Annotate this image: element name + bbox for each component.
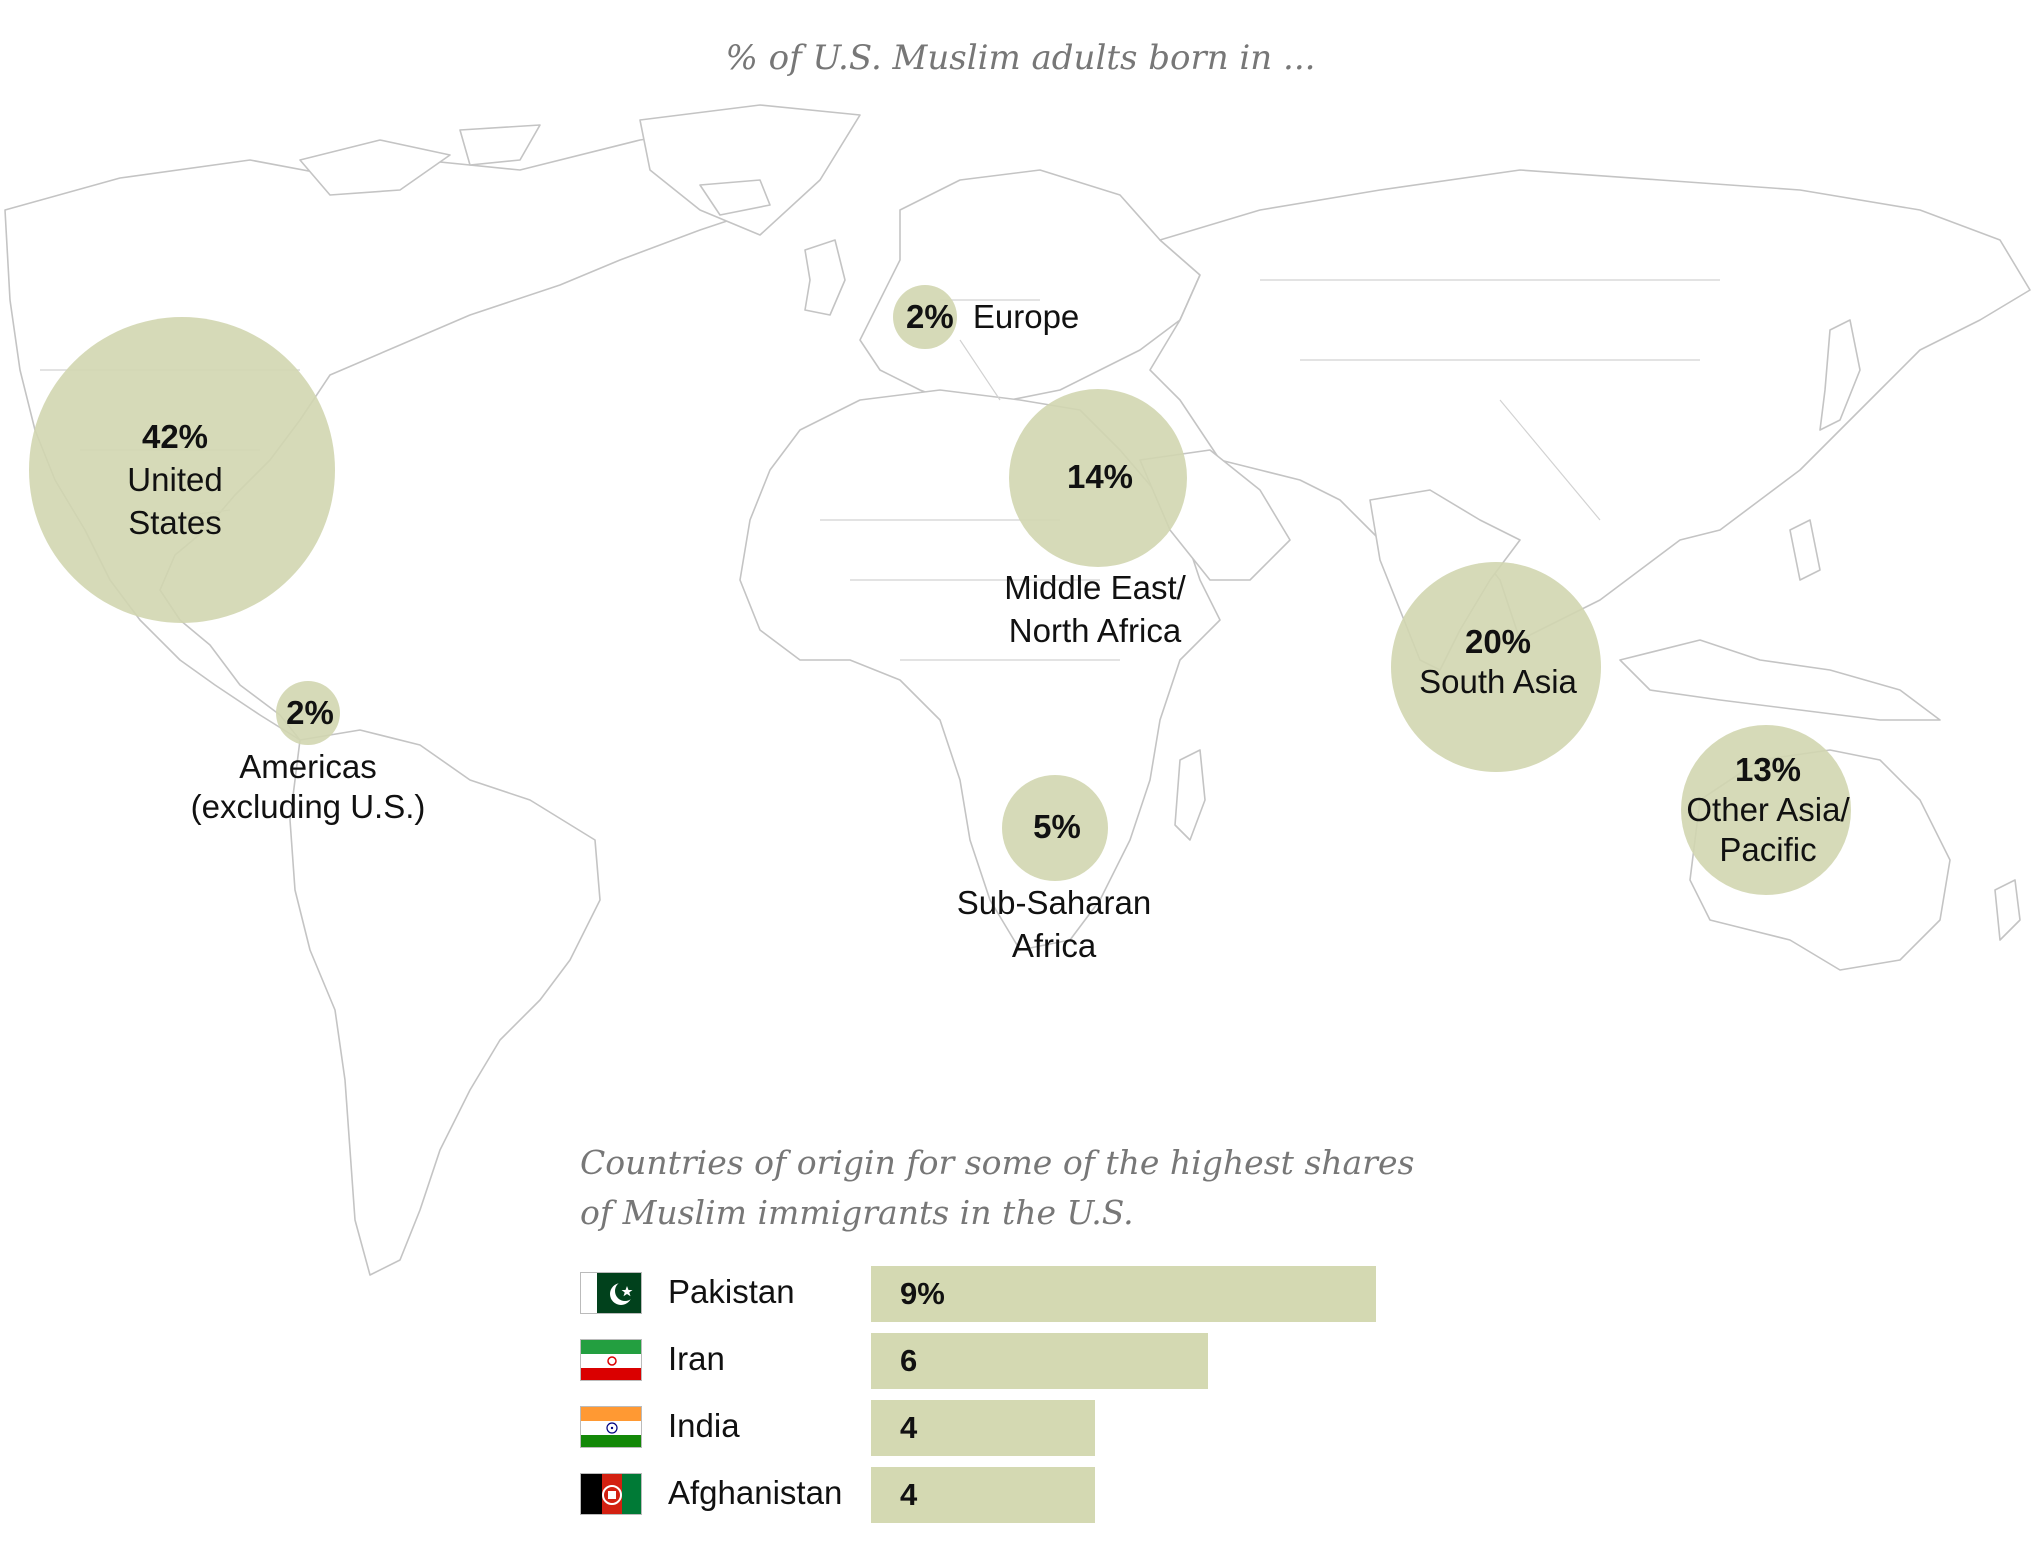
arctic-islands [299,124,541,196]
country-name-india: India [668,1407,740,1444]
iceland-outline [699,179,771,216]
region-name: North Africa [1008,612,1182,649]
region-name: States [128,504,222,541]
pakistan-flag-icon [580,1272,642,1314]
asia-outline [1149,169,2031,641]
region-name: Europe [972,298,1080,335]
iran-flag-icon [580,1339,642,1381]
label-europe: 2% Europe [906,295,1079,338]
value-south-asia: 20% [1464,623,1532,660]
value-sub-saharan-africa: 5% [1033,808,1081,845]
region-name: Sub-Saharan [956,884,1152,921]
region-name: (excluding U.S.) [190,788,426,825]
europe-outline [859,169,1201,406]
bar-afghanistan [871,1467,1095,1523]
new-zealand-outline [1994,879,2021,941]
region-name: United [127,461,223,498]
subtitle-line: of Muslim immigrants in the U.S. [580,1193,1134,1232]
bar-value-pakistan: 9% [900,1276,945,1311]
region-name: Middle East/ [1004,569,1186,606]
bubble-middle-east-north-africa [1009,389,1187,567]
label-south-asia: 20% South Asia [1419,622,1577,702]
afghanistan-flag-icon [580,1473,642,1515]
bar-value-india: 4 [900,1410,918,1445]
bar-india [871,1400,1095,1456]
value-americas: 2% [286,694,334,731]
uk-outline [804,239,846,316]
region-name: Pacific [1719,831,1817,868]
region-name: Africa [1011,927,1097,964]
label-americas-name: Americas (excluding U.S.) [191,747,426,827]
sea-islands [1619,519,1941,721]
bubble-europe [893,285,957,349]
value-other-asia-pacific: 13% [1734,751,1802,788]
label-united-states: 42% United States [127,415,222,544]
country-name-afghanistan: Afghanistan [668,1474,843,1511]
japan-outline [1819,319,1861,431]
map-title: % of U.S. Muslim adults born in ... [725,38,1316,78]
label-other-asia-pacific: 13% Other Asia/ Pacific [1686,750,1849,870]
greenland-outline [639,104,861,236]
india-flag-icon [580,1406,642,1448]
subtitle-line: Countries of origin for some of the high… [580,1143,1415,1182]
bar-pakistan [871,1266,1376,1322]
label-middle-east-value: 14% [1067,455,1133,498]
bubble-americas [276,681,340,745]
bubble-other-asia-pacific [1681,725,1851,895]
bubble-united-states [29,317,335,623]
bubble-sub-saharan-africa [1002,775,1108,881]
label-middle-east-name: Middle East/ North Africa [1004,566,1186,652]
label-sub-saharan-value: 5% [1033,805,1081,848]
value-united-states: 42% [141,418,209,455]
madagascar-outline [1174,749,1206,841]
region-name: Americas [239,748,377,785]
label-americas-value: 2% [286,691,334,734]
value-europe: 2% [906,298,954,335]
label-sub-saharan-name: Sub-Saharan Africa [957,881,1151,967]
bubble-south-asia [1391,562,1601,772]
region-name: South Asia [1419,663,1577,700]
bar-iran [871,1333,1208,1389]
region-name: Other Asia/ [1686,791,1850,828]
value-middle-east-north-africa: 14% [1066,458,1134,495]
bar-value-iran: 6 [900,1343,918,1378]
south-america-outline [289,729,601,1276]
country-name-iran: Iran [668,1340,725,1377]
country-name-pakistan: Pakistan [668,1273,795,1310]
bar-value-afghanistan: 4 [900,1477,918,1512]
bar-chart-subtitle: Countries of origin for some of the high… [580,1138,1414,1238]
